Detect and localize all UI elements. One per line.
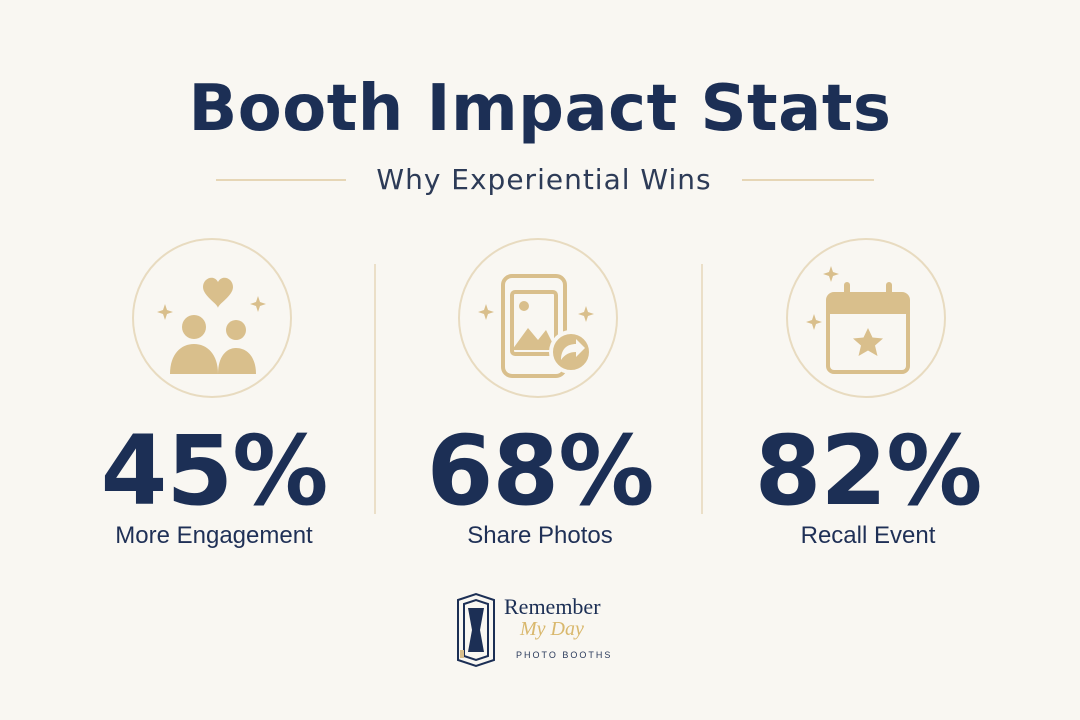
subtitle-row: Why Experiential Wins (0, 160, 1080, 200)
page-title: Booth Impact Stats (188, 72, 892, 146)
calendar-star-icon (806, 266, 910, 374)
stat-value: 45% (100, 415, 329, 527)
stat-value: 82% (754, 415, 983, 527)
logo-tagline: PHOTO BOOTHS (516, 650, 613, 660)
icon-circle (786, 238, 946, 398)
column-divider-2 (701, 264, 703, 514)
column-divider-1 (374, 264, 376, 514)
stat-value: 68% (426, 415, 655, 527)
stat-engagement: 45% More Engagement (64, 238, 364, 558)
stat-label: More Engagement (115, 522, 313, 549)
brand-logo: Remember My Day PHOTO BOOTHS (454, 590, 634, 670)
phone-share-icon (478, 274, 594, 378)
stat-share: 68% Share Photos (390, 238, 690, 558)
subtitle-rule-left (216, 179, 346, 181)
stat-recall: 82% Recall Event (718, 238, 1018, 558)
logo-wordmark-line2: My Day (520, 618, 584, 640)
page-subtitle: Why Experiential Wins (376, 163, 712, 196)
stat-label: Recall Event (800, 522, 936, 549)
people-heart-icon (157, 277, 266, 374)
icon-circle (132, 238, 292, 398)
subtitle-rule-right (742, 179, 874, 181)
photo-booth-icon (457, 592, 495, 668)
stat-label: Share Photos (467, 522, 613, 549)
icon-circle (458, 238, 618, 398)
logo-wordmark-line1: Remember (504, 594, 601, 619)
